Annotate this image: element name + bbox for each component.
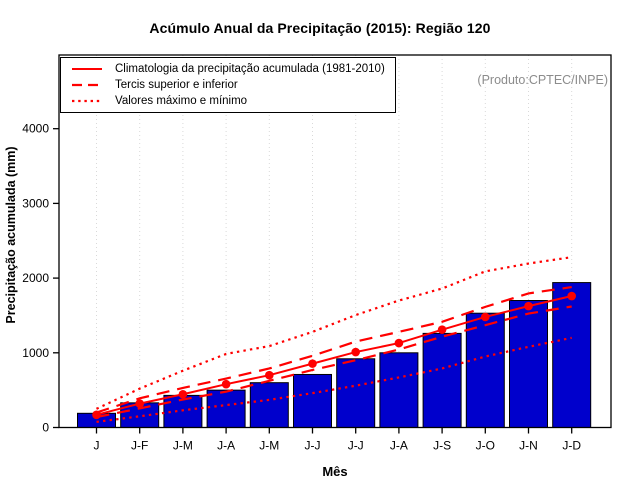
legend-label: Climatologia da precipitação acumulada (… bbox=[115, 63, 385, 75]
climatology-line bbox=[96, 295, 572, 416]
y-tick-label: 3000 bbox=[22, 196, 49, 210]
y-tick-label: 1000 bbox=[22, 346, 49, 360]
bar bbox=[465, 312, 505, 429]
product-annotation: (Produto:CPTEC/INPE) bbox=[477, 73, 608, 87]
x-tick-label: J bbox=[94, 439, 100, 453]
x-tick-label: J-N bbox=[519, 439, 538, 453]
climatology-point bbox=[394, 338, 404, 348]
plot-border bbox=[58, 54, 612, 429]
climatology-point bbox=[351, 347, 361, 357]
legend-item-max-min: Valores máximo e mínimo bbox=[71, 94, 389, 109]
x-tick-label: J-D bbox=[562, 439, 581, 453]
climatology-point bbox=[178, 389, 188, 399]
bar bbox=[509, 300, 548, 429]
y-tick-label: 4000 bbox=[22, 122, 49, 136]
y-tick-label: 2000 bbox=[22, 271, 49, 285]
legend-item-climatologia: Climatologia da precipitação acumulada (… bbox=[71, 62, 389, 77]
y-tick-label: 0 bbox=[42, 421, 49, 435]
climatology-point bbox=[481, 312, 490, 322]
climatology-point bbox=[567, 291, 576, 301]
legend-label: Valores máximo e mínimo bbox=[115, 95, 248, 107]
climatology-point bbox=[265, 370, 274, 380]
bar bbox=[293, 373, 332, 429]
y-axis-label: Precipitação acumulada (mm) bbox=[4, 146, 18, 324]
x-tick-label: J-O bbox=[476, 439, 495, 453]
dashed-line-icon bbox=[72, 83, 102, 87]
tercis-inferior-line bbox=[96, 305, 572, 419]
bar bbox=[249, 382, 289, 428]
climatology-point bbox=[308, 359, 317, 368]
x-tick-label: J-F bbox=[131, 439, 148, 453]
legend-item-tercis: Tercis superior e inferior bbox=[71, 78, 389, 93]
solid-line-icon bbox=[72, 68, 102, 70]
x-tick-label: J-M bbox=[259, 439, 279, 453]
x-tick-label: J-A bbox=[390, 439, 408, 453]
chart-title: Acúmulo Anual da Precipitação (2015): Re… bbox=[149, 20, 491, 36]
tercis-superior-line bbox=[96, 285, 572, 414]
bar bbox=[422, 332, 462, 428]
x-tick-label: J-J bbox=[305, 439, 321, 453]
climatology-point bbox=[135, 399, 144, 408]
legend: Climatologia da precipitação acumulada (… bbox=[60, 57, 396, 113]
x-axis-label: Mês bbox=[322, 464, 348, 479]
dotted-line-icon bbox=[72, 99, 102, 103]
bar bbox=[379, 352, 419, 428]
climatology-point bbox=[221, 379, 231, 389]
x-tick-label: J-S bbox=[433, 439, 451, 453]
x-tick-label: J-A bbox=[217, 439, 235, 453]
legend-label: Tercis superior e inferior bbox=[115, 79, 238, 91]
climatology-point bbox=[437, 325, 447, 334]
max-line bbox=[96, 256, 572, 410]
min-line bbox=[96, 336, 572, 423]
climatology-point bbox=[524, 301, 533, 311]
bar bbox=[206, 389, 246, 428]
bar bbox=[336, 358, 376, 428]
bar bbox=[552, 282, 592, 428]
x-tick-label: J-M bbox=[173, 439, 193, 453]
x-tick-label: J-J bbox=[348, 439, 364, 453]
